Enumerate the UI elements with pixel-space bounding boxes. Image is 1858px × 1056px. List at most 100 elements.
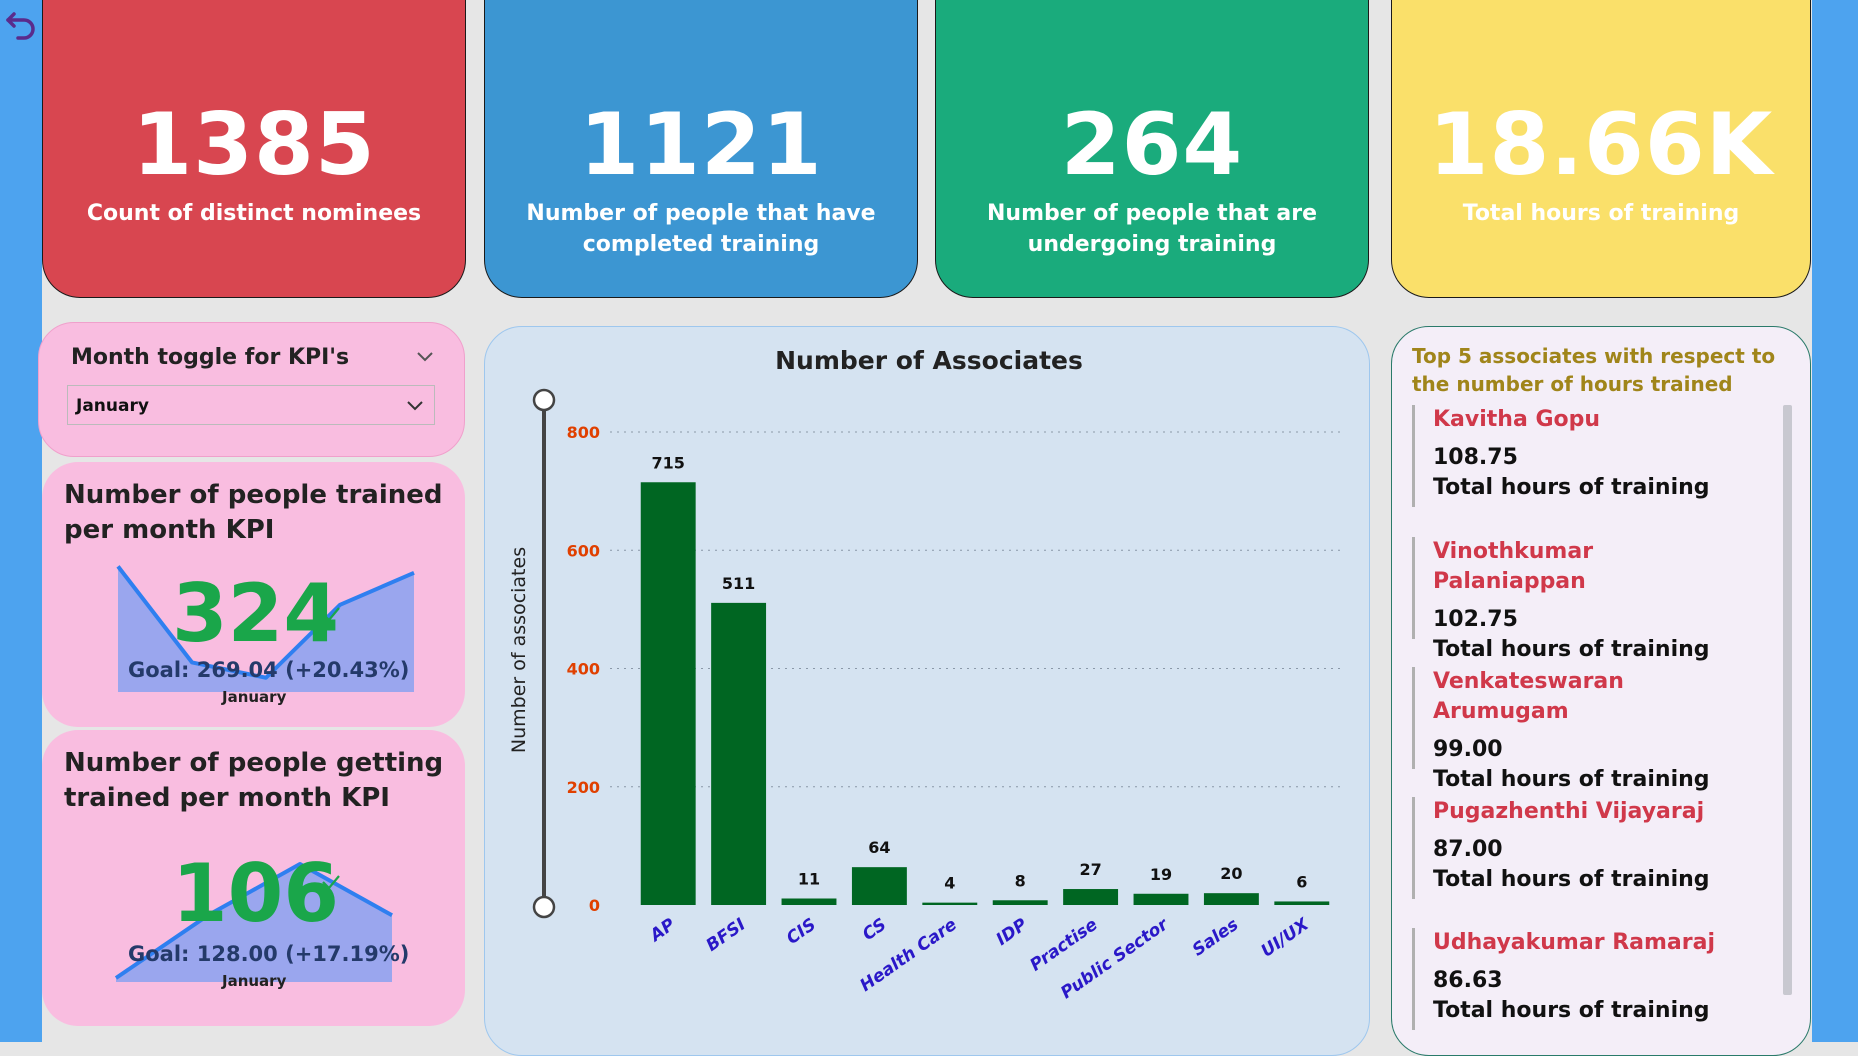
kpi-training-month: January [222,972,287,990]
right-side-rail [1812,0,1858,1042]
check-icon [322,875,340,890]
x-tick-label: IDP [993,914,1032,950]
back-arrow-icon[interactable] [4,8,38,42]
associate-metric-label: Total hours of training [1433,475,1710,500]
associate-hours: 86.63 [1433,968,1503,993]
y-tick-label: 400 [567,660,600,679]
associate-metric-label: Total hours of training [1433,637,1710,662]
data-label: 715 [651,453,684,472]
associate-name: Udhayakumar Ramaraj [1433,930,1715,955]
x-tick-label: UI/UX [1258,914,1314,961]
range-slider-handle-top[interactable] [532,388,556,412]
associate-metric-label: Total hours of training [1433,867,1710,892]
kpi-label: Count of distinct nominees [86,201,422,226]
data-label: 511 [722,574,755,593]
kpi-value: 1385 [132,95,376,195]
associates-bar-chart: Number of Associates Number of associate… [508,346,1345,1003]
y-tick-label: 600 [567,541,600,560]
kpi-card-undergoing: 264 Number of people that are undergoing… [935,0,1369,298]
list-item: Kavitha Gopu 108.75 Total hours of train… [1412,405,1752,507]
kpi-value: 1121 [579,95,823,195]
month-toggle-title: Month toggle for KPI's [71,345,350,370]
range-slider-handle-bottom[interactable] [532,895,556,919]
associate-hours: 102.75 [1433,607,1518,632]
bar[interactable] [781,898,837,905]
kpi-card-total-hours: 18.66K Total hours of training [1391,0,1811,298]
list-item: Venkateswaran Arumugam 99.00 Total hours… [1412,667,1752,792]
data-label: 19 [1150,865,1172,884]
associate-name: Venkateswaran Arumugam [1433,669,1624,724]
kpi-card-nominees: 1385 Count of distinct nominees [42,0,466,298]
top-associates-panel: Top 5 associates with respect to the num… [1391,326,1811,1056]
associate-name: Vinothkumar Palaniappan [1433,539,1594,594]
y-tick-label: 200 [567,778,600,797]
kpi-trained-month: January [222,688,287,706]
kpi-label: Number of people that are undergoing tra… [987,201,1317,257]
x-tick-label: Sales [1189,915,1242,961]
kpi-training-panel: Number of people getting trained per mon… [42,730,465,1026]
associate-hours: 99.00 [1433,737,1503,762]
kpi-value: 264 [1060,95,1244,195]
list-item: Udhayakumar Ramaraj 86.63 Total hours of… [1412,928,1752,1030]
associate-hours: 108.75 [1433,445,1518,470]
kpi-card-completed: 1121 Number of people that have complete… [484,0,918,298]
kpi-trained-title: Number of people trained per month KPI [64,480,443,545]
data-label: 6 [1296,872,1307,891]
month-select[interactable]: January [67,385,435,425]
y-tick-label: 0 [589,896,600,915]
kpi-trained-panel: Number of people trained per month KPI 3… [42,462,465,727]
left-side-rail [0,0,42,1042]
data-label: 20 [1220,864,1242,883]
sparkline-area [116,864,392,982]
bar[interactable] [1203,893,1259,905]
data-label: 8 [1015,871,1026,890]
x-tick-label: BFSI [703,915,750,956]
data-label: 11 [798,869,820,888]
kpi-label: Number of people that have completed tra… [526,201,876,257]
x-tick-label: AP [645,914,680,947]
check-icon [322,607,340,622]
kpi-label: Total hours of training [1462,201,1740,226]
kpi-training-value: 106 [172,847,339,940]
bar[interactable] [851,867,907,905]
chevron-down-icon[interactable] [406,400,424,412]
kpi-trained-goal: Goal: 269.04 (+20.43%) [128,658,410,682]
chevron-down-icon[interactable] [416,351,434,363]
data-label: 4 [944,874,955,893]
associate-name: Pugazhenthi Vijayaraj [1433,799,1705,824]
bar[interactable] [711,602,767,905]
bar[interactable] [1063,889,1119,905]
bar[interactable] [640,482,696,905]
month-toggle-panel: Month toggle for KPI's January [38,322,465,457]
list-scrollbar[interactable] [1783,405,1792,995]
associate-metric-label: Total hours of training [1433,767,1710,792]
data-label: 64 [868,838,890,857]
y-tick-label: 800 [567,423,600,442]
sparkline-line [116,565,415,680]
data-label: 27 [1079,860,1101,879]
month-select-value: January [76,396,149,416]
associates-chart-panel: Number of Associates Number of associate… [484,326,1370,1056]
kpi-trained-sparkline [116,565,415,692]
associate-name: Kavitha Gopu [1433,407,1601,432]
list-item: Vinothkumar Palaniappan 102.75 Total hou… [1412,537,1752,662]
kpi-training-sparkline [114,862,393,982]
associate-metric-label: Total hours of training [1433,998,1710,1023]
kpi-training-goal: Goal: 128.00 (+17.19%) [128,942,410,966]
associate-hours: 87.00 [1433,837,1503,862]
bar[interactable] [1274,901,1330,905]
x-tick-label: CIS [783,915,820,949]
sparkline-line [114,862,393,980]
top-associates-title: Top 5 associates with respect to the num… [1412,344,1776,396]
chart-title: Number of Associates [775,346,1083,375]
kpi-trained-value: 324 [172,567,339,660]
list-item: Pugazhenthi Vijayaraj 87.00 Total hours … [1412,797,1752,899]
x-tick-label: CS [859,915,890,945]
sparkline-area [118,566,414,692]
kpi-value: 18.66K [1428,95,1774,195]
bar[interactable] [992,900,1048,905]
bar[interactable] [1133,893,1189,905]
bar[interactable] [922,902,978,905]
y-axis-title: Number of associates [508,547,530,753]
kpi-training-title: Number of people getting trained per mon… [64,748,444,813]
